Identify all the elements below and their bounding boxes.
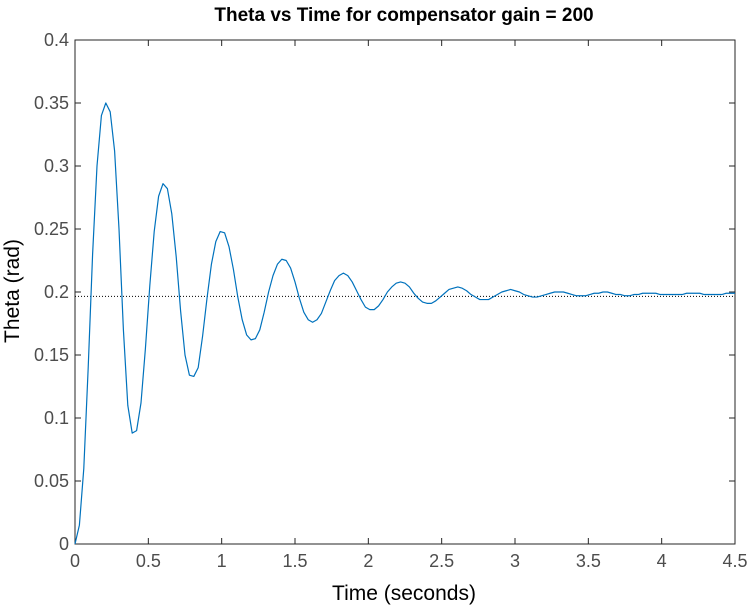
plot-box — [74, 39, 736, 545]
x-tick-label: 4.5 — [722, 551, 747, 571]
chart-title: Theta vs Time for compensator gain = 200 — [214, 5, 593, 26]
x-tick-label: 2.5 — [429, 551, 454, 571]
x-tick-label: 2 — [363, 551, 373, 571]
x-tick-label: 3 — [510, 551, 520, 571]
x-tick-label: 4 — [657, 551, 667, 571]
y-tick-label: 0.15 — [34, 345, 69, 365]
x-tick-label: 3.5 — [576, 551, 601, 571]
y-tick-label: 0 — [59, 534, 69, 554]
x-tick-label: 0.5 — [136, 551, 161, 571]
x-tick-label: 1.5 — [282, 551, 307, 571]
plot-area: 0 0.5 1 1.5 2 2.5 3 3.5 4 4.5 0 0.05 0.1 0.15 0.2 0.25 0… — [34, 30, 748, 571]
y-axis-label: Theta (rad) — [1, 239, 24, 343]
y-tick-label: 0.05 — [34, 471, 69, 491]
theta-series-line — [74, 102, 735, 545]
y-tick-label: 0.25 — [34, 219, 69, 239]
x-tick-label: 1 — [217, 551, 227, 571]
y-tick-label: 0.2 — [44, 282, 69, 302]
y-tick-label: 0.3 — [44, 156, 69, 176]
x-tick-label: 0 — [70, 551, 80, 571]
y-tick-label: 0.4 — [44, 30, 69, 50]
y-tick-label: 0.1 — [44, 408, 69, 428]
y-tick-label: 0.35 — [34, 93, 69, 113]
x-axis-label: Time (seconds) — [332, 582, 476, 605]
